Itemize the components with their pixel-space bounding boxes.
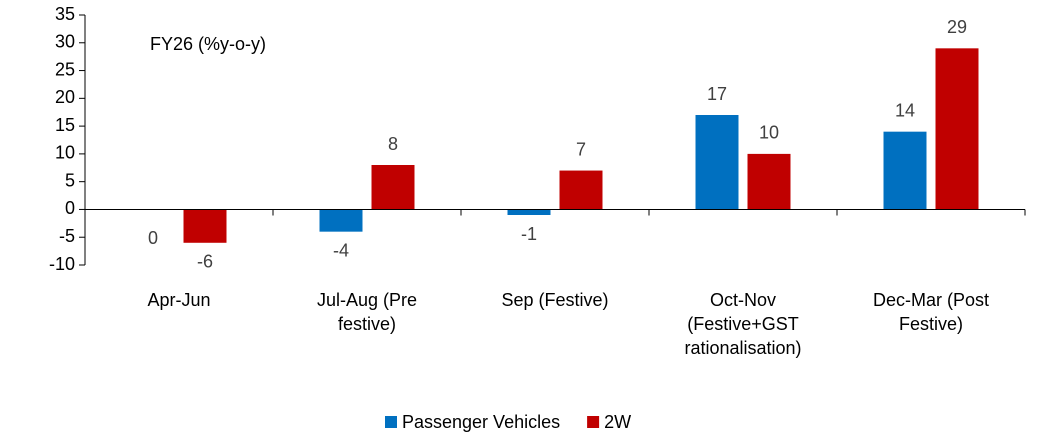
y-tick-label: 20 (55, 87, 75, 107)
value-label: -6 (197, 252, 213, 272)
y-tick-label: -10 (49, 254, 75, 274)
y-tick-label: 35 (55, 4, 75, 24)
x-tick-label: Apr-Jun (147, 290, 211, 310)
bar (935, 48, 979, 210)
y-tick-label: 10 (55, 143, 75, 163)
legend-label: 2W (604, 412, 631, 432)
y-tick-label: -5 (59, 226, 75, 246)
value-label: 17 (707, 84, 727, 104)
x-tick-label: Dec-Mar (Post Festive) (872, 290, 989, 334)
bar (507, 209, 551, 215)
bar (559, 170, 603, 210)
bar (319, 209, 363, 232)
value-label: 10 (759, 123, 779, 143)
x-tick-label: Jul-Aug (Pre festive) (316, 290, 418, 334)
value-label: 7 (576, 139, 586, 159)
bar (883, 131, 927, 210)
bar (695, 115, 739, 210)
value-label: -1 (521, 224, 537, 244)
x-tick-label: Oct-Nov (Festive+GST rationalisation) (684, 290, 802, 358)
x-tick-label: Sep (Festive) (501, 290, 609, 310)
y-tick-label: 0 (65, 198, 75, 218)
legend-label: Passenger Vehicles (402, 412, 560, 432)
value-label: -4 (333, 240, 349, 260)
value-label: 29 (947, 17, 967, 37)
bar (747, 153, 791, 210)
value-label: 0 (148, 228, 158, 248)
y-tick-label: 15 (55, 115, 75, 135)
legend-swatch (385, 416, 397, 428)
bar (371, 165, 415, 210)
chart-title: FY26 (%y-o-y) (150, 34, 266, 54)
value-label: 14 (895, 100, 915, 120)
y-tick-label: 5 (65, 170, 75, 190)
value-label: 8 (388, 134, 398, 154)
y-tick-label: 30 (55, 32, 75, 52)
bar (183, 209, 227, 243)
legend-swatch (587, 416, 600, 428)
y-tick-label: 25 (55, 59, 75, 79)
